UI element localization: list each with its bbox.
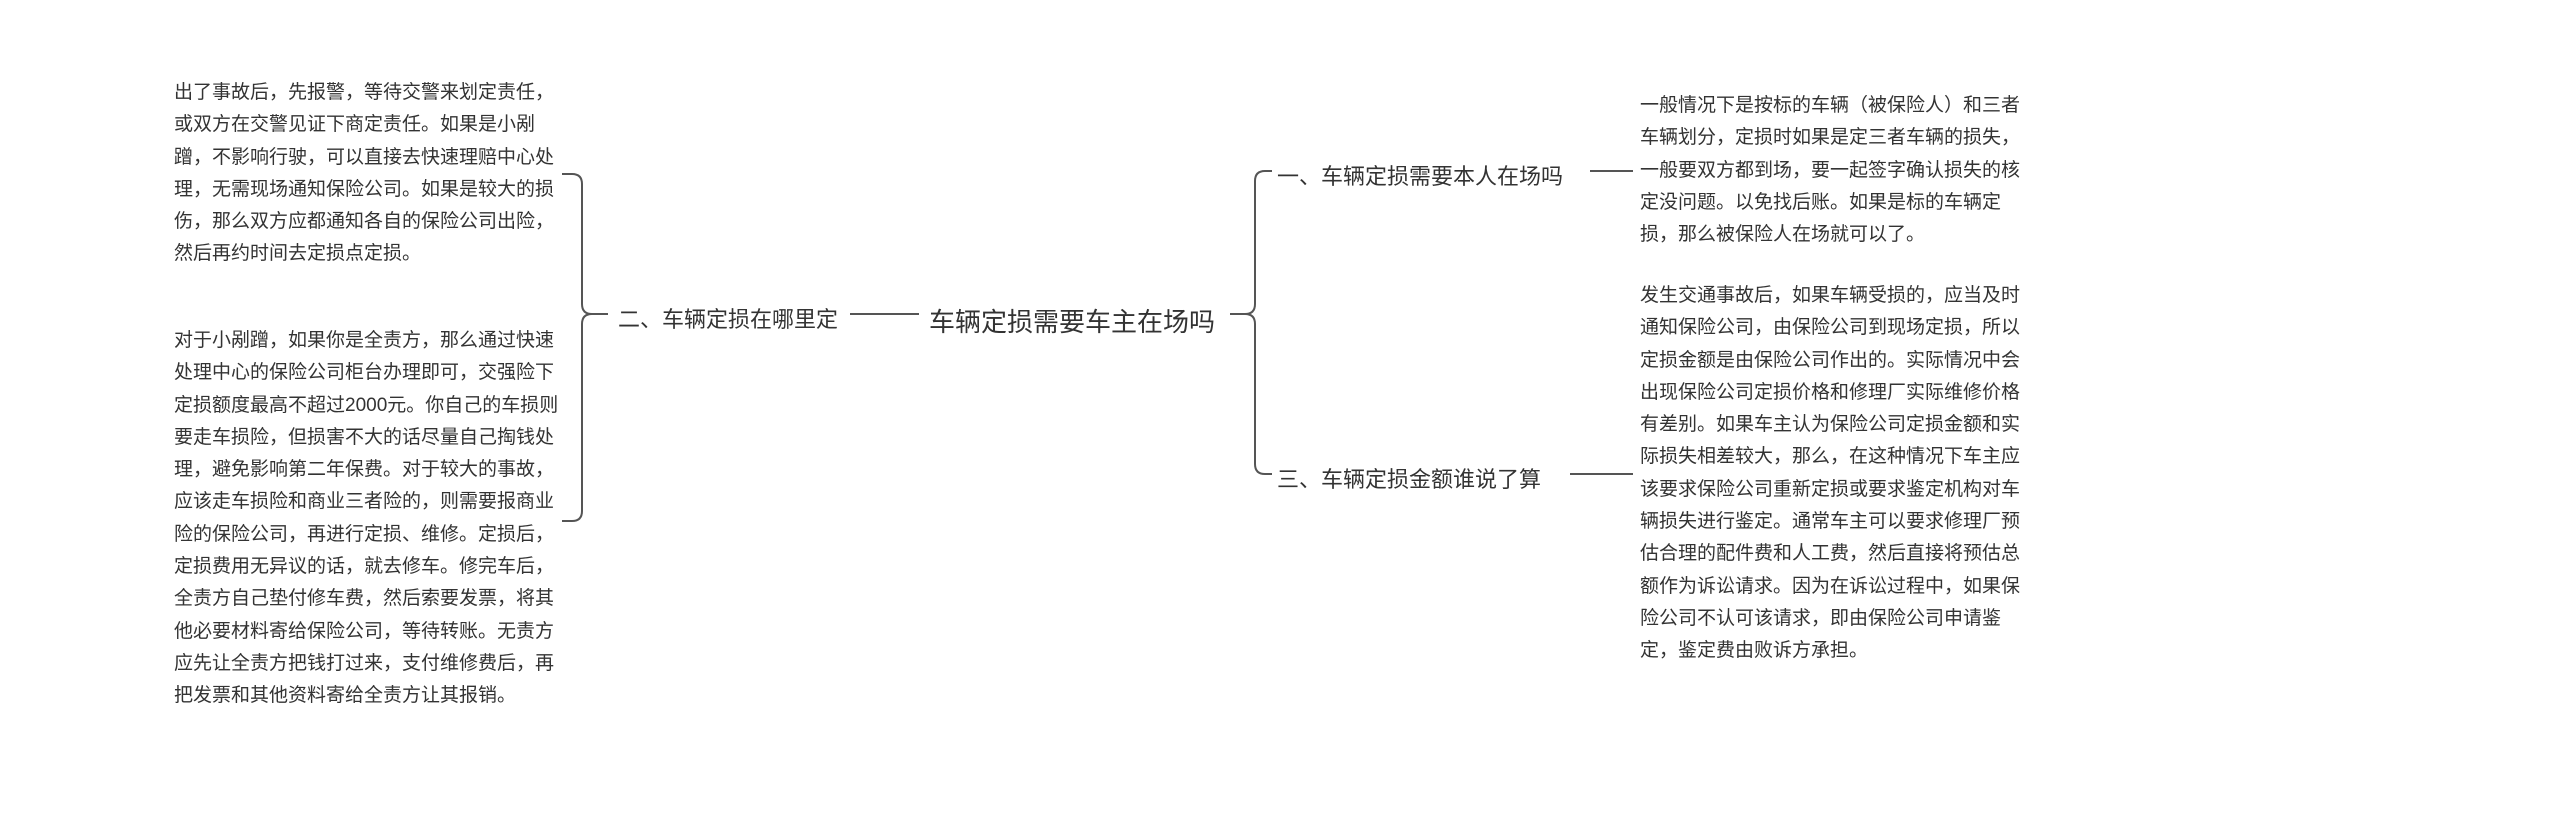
branch-right-1-detail: 发生交通事故后，如果车辆受损的，应当及时通知保险公司，由保险公司到现场定损，所以… <box>1640 280 2035 668</box>
branch-left-detail-1: 对于小剐蹭，如果你是全责方，那么通过快速处理中心的保险公司柜台办理即可，交强险下… <box>174 325 569 713</box>
mindmap-center: 车辆定损需要车主在场吗 <box>929 300 1215 344</box>
branch-left-title: 二、车辆定损在哪里定 <box>618 301 838 338</box>
branch-left-detail-0: 出了事故后，先报警，等待交警来划定责任，或双方在交警见证下商定责任。如果是小剐蹭… <box>174 77 569 271</box>
branch-right-1-title: 三、车辆定损金额谁说了算 <box>1277 461 1541 498</box>
branch-right-0-title: 一、车辆定损需要本人在场吗 <box>1277 158 1563 195</box>
branch-right-0-detail: 一般情况下是按标的车辆（被保险人）和三者车辆划分，定损时如果是定三者车辆的损失，… <box>1640 90 2035 251</box>
